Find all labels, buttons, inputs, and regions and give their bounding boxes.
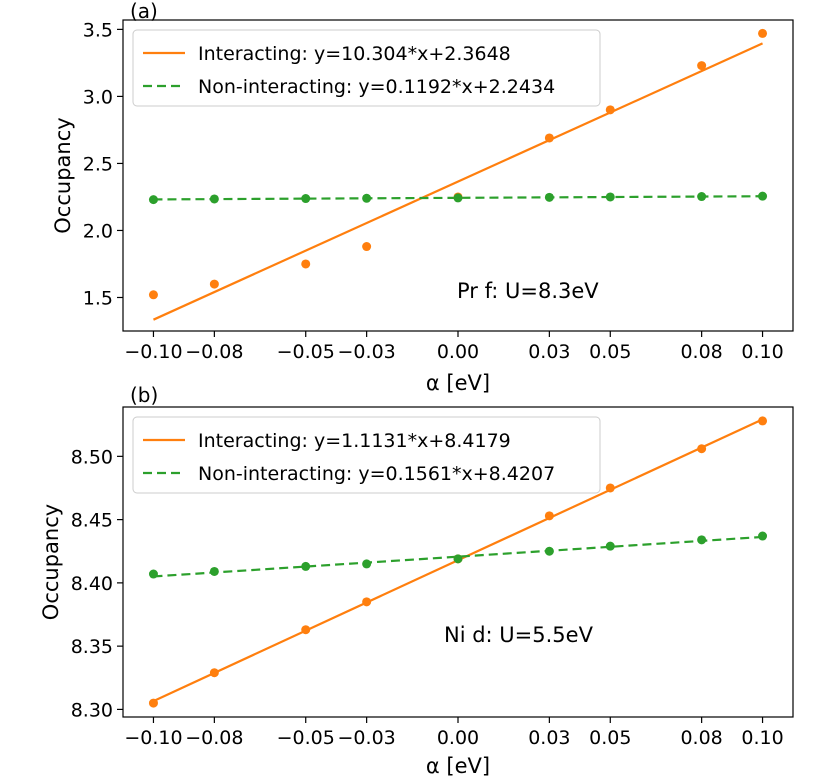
interacting-point xyxy=(301,259,311,269)
y-axis-label: Occupancy xyxy=(51,117,75,233)
interacting-point xyxy=(544,133,554,143)
non-interacting-point xyxy=(697,535,707,545)
non-interacting-point xyxy=(301,194,311,204)
legend-entry: Non-interacting: y=0.1192*x+2.2434 xyxy=(198,76,555,98)
x-tick-label: 0.10 xyxy=(741,341,783,363)
annotation: Pr f: U=8.3eV xyxy=(457,279,599,303)
interacting-point xyxy=(301,625,311,635)
non-interacting-fit-line xyxy=(153,535,763,578)
non-interacting-point xyxy=(453,554,463,564)
interacting-point xyxy=(148,698,158,708)
y-tick-label: 2.5 xyxy=(83,153,113,175)
non-interacting-point xyxy=(544,192,554,202)
x-tick-label: −0.10 xyxy=(124,727,182,749)
y-tick-label: 8.30 xyxy=(71,699,113,721)
interacting-point xyxy=(544,511,554,521)
x-tick-label: 0.05 xyxy=(589,727,631,749)
panel-b: (b) −0.10 −0.08 −0.05 −0.03 0.00 0.03 0.05 0.08 0… xyxy=(39,383,794,778)
x-tick-label: 0.00 xyxy=(437,341,479,363)
legend-entry: Interacting: y=10.304*x+2.3648 xyxy=(198,43,511,65)
non-interacting-point xyxy=(209,566,219,576)
non-interacting-point xyxy=(301,561,311,571)
y-axis-label: Occupancy xyxy=(39,504,63,620)
y-tick-label: 3.5 xyxy=(83,19,113,41)
panel-a: (a) −0.10 −0.08 −0.05 −0.03 0.00 0.03 0.05 0.08 0… xyxy=(51,0,794,395)
interacting-point xyxy=(209,668,219,678)
non-interacting-point xyxy=(605,541,615,551)
non-interacting-point xyxy=(758,531,768,541)
x-tick-label: 0.05 xyxy=(589,341,631,363)
x-tick-label: −0.05 xyxy=(277,727,335,749)
legend-entry: Non-interacting: y=0.1561*x+8.4207 xyxy=(198,463,555,485)
interacting-point xyxy=(362,242,372,252)
y-tick-label: 8.45 xyxy=(71,510,113,532)
interacting-point xyxy=(605,483,615,493)
x-tick-label: 0.10 xyxy=(741,727,783,749)
y-tick-label: 8.40 xyxy=(71,573,113,595)
non-interacting-point xyxy=(605,192,615,202)
non-interacting-point xyxy=(362,559,372,569)
y-tick-label: 8.35 xyxy=(71,636,113,658)
x-tick-label: −0.05 xyxy=(277,341,335,363)
x-axis-label: α [eV] xyxy=(426,754,490,778)
x-tick-label: −0.08 xyxy=(185,727,243,749)
legend: Interacting: y=1.1131*x+8.4179 Non-intera… xyxy=(132,416,601,494)
y-tick-label: 2.0 xyxy=(83,220,113,242)
non-interacting-point xyxy=(148,195,158,205)
x-tick-label: −0.03 xyxy=(338,727,396,749)
interacting-point xyxy=(697,61,707,71)
y-tick-label: 8.50 xyxy=(71,446,113,468)
non-interacting-point xyxy=(544,546,554,556)
interacting-point xyxy=(697,444,707,454)
non-interacting-point xyxy=(148,569,158,579)
x-tick-label: 0.08 xyxy=(680,727,722,749)
annotation: Ni d: U=5.5eV xyxy=(444,623,594,647)
interacting-point xyxy=(209,279,219,289)
interacting-point xyxy=(758,416,768,426)
x-tick-label: 0.08 xyxy=(680,341,722,363)
x-axis-label: α [eV] xyxy=(426,371,490,395)
legend: Interacting: y=10.304*x+2.3648 Non-intera… xyxy=(132,29,601,107)
x-tick-label: −0.03 xyxy=(338,341,396,363)
legend-entry: Interacting: y=1.1131*x+8.4179 xyxy=(198,430,511,452)
non-interacting-point xyxy=(697,192,707,202)
x-tick-label: 0.00 xyxy=(437,727,479,749)
non-interacting-point xyxy=(362,193,372,203)
interacting-point xyxy=(362,597,372,607)
x-tick-label: 0.03 xyxy=(528,727,570,749)
interacting-point xyxy=(758,28,768,38)
x-tick-label: −0.08 xyxy=(185,341,243,363)
non-interacting-point xyxy=(453,193,463,203)
non-interacting-point xyxy=(209,194,219,204)
y-tick-label: 3.0 xyxy=(83,86,113,108)
x-tick-label: −0.10 xyxy=(124,341,182,363)
y-tick-label: 1.5 xyxy=(83,287,113,309)
legend-box xyxy=(132,29,601,107)
non-interacting-fit-line xyxy=(153,195,763,201)
interacting-fit-line xyxy=(153,42,763,321)
non-interacting-point xyxy=(758,191,768,201)
interacting-point xyxy=(605,105,615,115)
x-tick-label: 0.03 xyxy=(528,341,570,363)
panel-label: (b) xyxy=(130,383,158,407)
legend-box xyxy=(132,416,601,494)
interacting-point xyxy=(148,290,158,300)
panel-label: (a) xyxy=(130,0,158,23)
